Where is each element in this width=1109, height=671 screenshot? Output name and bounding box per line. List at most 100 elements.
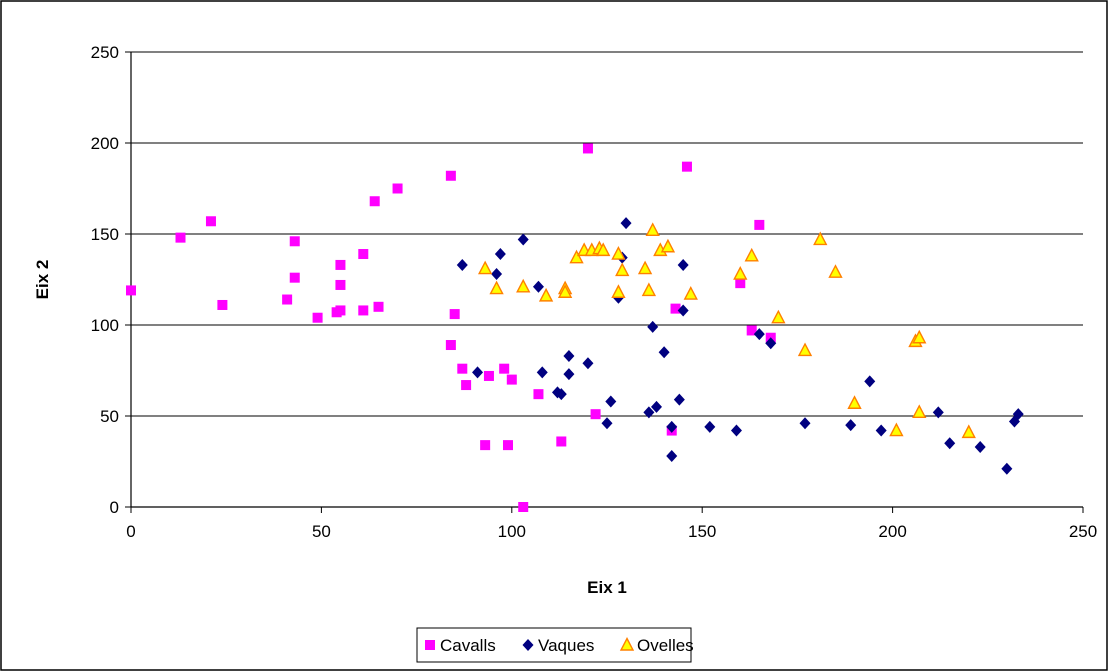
x-tick-label: 100 — [498, 522, 526, 541]
point-ovelles — [847, 395, 862, 409]
legend-label-cavalls: Cavalls — [440, 636, 496, 655]
point-vaques — [532, 280, 544, 293]
point-vaques — [673, 393, 685, 406]
point-vaques — [658, 346, 670, 359]
point-vaques — [472, 366, 484, 379]
y-tick-label: 100 — [91, 316, 119, 335]
data-points — [126, 143, 1024, 512]
point-cavalls — [670, 303, 681, 314]
axes — [125, 51, 1084, 513]
x-tick-label: 150 — [688, 522, 716, 541]
point-cavalls — [533, 389, 544, 400]
point-ovelles — [912, 404, 927, 419]
point-vaques — [875, 424, 887, 437]
point-vaques — [944, 437, 956, 450]
point-vaques — [765, 337, 777, 350]
point-cavalls — [126, 285, 136, 296]
point-cavalls — [373, 301, 384, 312]
point-cavalls — [217, 299, 228, 310]
point-cavalls — [369, 196, 380, 207]
point-ovelles — [596, 242, 611, 257]
point-ovelles — [889, 422, 904, 437]
point-ovelles — [645, 222, 660, 237]
point-vaques — [620, 217, 632, 230]
point-cavalls — [461, 380, 472, 391]
point-vaques — [864, 375, 876, 388]
x-tick-label: 250 — [1069, 522, 1097, 541]
point-vaques — [651, 400, 663, 413]
point-cavalls — [480, 440, 491, 451]
point-cavalls — [445, 340, 456, 351]
y-axis-title: Eix 2 — [33, 260, 52, 300]
point-vaques — [647, 320, 659, 333]
y-tick-label: 0 — [110, 498, 119, 517]
point-vaques — [601, 417, 613, 430]
point-ovelles — [660, 238, 676, 253]
point-ovelles — [961, 424, 976, 439]
point-ovelles — [615, 262, 630, 277]
point-cavalls — [205, 216, 216, 227]
point-ovelles — [637, 260, 653, 275]
x-tick-label: 50 — [312, 522, 331, 541]
tick-labels: 0 50 100 150 200 250 0 50 100 150 200 250 — [91, 43, 1098, 541]
point-cavalls — [518, 502, 529, 512]
point-ovelles — [611, 246, 626, 260]
legend-marker-ovelles — [619, 636, 635, 651]
point-ovelles — [489, 280, 504, 295]
x-axis-title: Eix 1 — [587, 578, 627, 597]
point-cavalls — [746, 325, 757, 336]
point-cavalls — [449, 309, 460, 320]
point-vaques — [932, 406, 944, 419]
point-cavalls — [502, 440, 513, 451]
point-cavalls — [735, 278, 746, 289]
point-cavalls — [556, 436, 567, 447]
point-vaques — [845, 419, 857, 432]
point-cavalls — [358, 249, 369, 260]
point-vaques — [677, 304, 689, 317]
point-cavalls — [282, 294, 293, 305]
point-cavalls — [457, 363, 468, 374]
point-vaques — [494, 248, 506, 261]
x-tick-label: 200 — [878, 522, 906, 541]
y-tick-label: 50 — [100, 407, 119, 426]
point-cavalls — [289, 272, 300, 283]
point-cavalls — [754, 219, 765, 230]
point-ovelles — [557, 284, 573, 298]
legend-marker-vaques — [522, 639, 534, 651]
point-cavalls — [289, 236, 300, 247]
legend-label-ovelles: Ovelles — [637, 636, 694, 655]
point-vaques — [605, 395, 617, 408]
point-cavalls — [175, 232, 186, 243]
point-vaques — [799, 417, 811, 430]
point-vaques — [666, 420, 678, 433]
point-vaques — [536, 366, 548, 379]
point-cavalls — [335, 259, 346, 270]
point-ovelles — [733, 266, 748, 280]
point-ovelles — [771, 309, 786, 324]
point-ovelles — [641, 282, 657, 297]
point-vaques — [753, 328, 765, 341]
legend: Cavalls Vaques Ovelles — [416, 627, 694, 663]
point-cavalls — [312, 312, 323, 323]
point-ovelles — [813, 231, 828, 246]
point-vaques — [563, 349, 575, 362]
point-vaques — [582, 357, 594, 370]
point-ovelles — [477, 260, 493, 275]
point-cavalls — [445, 170, 456, 181]
point-cavalls — [506, 374, 517, 385]
point-ovelles — [611, 284, 626, 298]
series-cavalls — [126, 143, 776, 512]
point-ovelles — [683, 286, 698, 300]
point-cavalls — [335, 279, 346, 290]
point-cavalls — [483, 370, 494, 381]
x-tick-label: 0 — [126, 522, 135, 541]
point-ovelles — [828, 264, 843, 278]
point-cavalls — [358, 305, 369, 316]
point-vaques — [1001, 462, 1013, 475]
point-vaques — [704, 420, 716, 433]
legend-marker-cavalls — [425, 640, 435, 650]
point-ovelles — [569, 249, 584, 264]
